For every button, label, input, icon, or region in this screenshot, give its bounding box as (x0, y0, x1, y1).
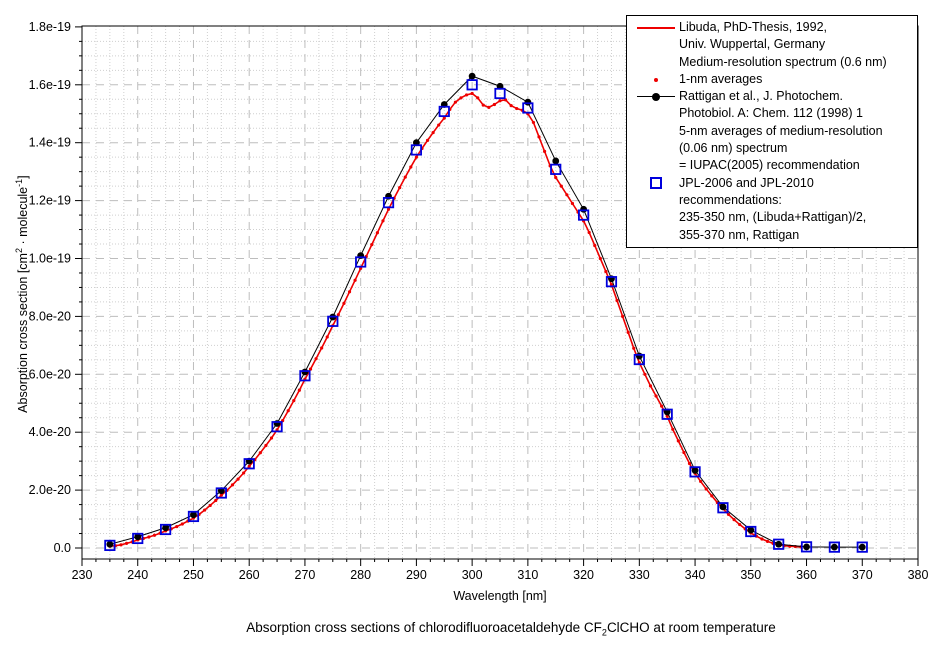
legend-entry-libuda: Libuda, PhD-Thesis, 1992, Univ. Wupperta… (633, 19, 917, 71)
y-tick-label: 2.0e-20 (29, 483, 71, 497)
legend-line: Medium-resolution spectrum (0.6 nm) (679, 54, 887, 69)
x-tick-label: 370 (852, 568, 873, 582)
y-tick-label: 1.0e-19 (29, 252, 71, 266)
y-tick-label: 8.0e-20 (29, 309, 71, 323)
x-tick-label: 230 (72, 568, 93, 582)
legend-line: 355-370 nm, Rattigan (679, 227, 800, 242)
y-tick-label: 1.4e-19 (29, 136, 71, 150)
legend-line: 235-350 nm, (Libuda+Rattigan)/2, (679, 210, 867, 225)
x-tick-label: 260 (239, 568, 260, 582)
jpl-series (104, 79, 868, 553)
y-tick-label: 4.0e-20 (29, 425, 71, 439)
legend-line: 5-nm averages of medium-resolution (679, 123, 883, 138)
legend-line: = IUPAC(2005) recommendation (679, 158, 860, 173)
y-tick-label: 1.2e-19 (29, 194, 71, 208)
legend-line: Libuda, PhD-Thesis, 1992, (679, 20, 828, 34)
blue-open-square-icon (633, 175, 679, 192)
x-tick-label: 350 (740, 568, 761, 582)
y-tick-label: 0.0 (54, 541, 71, 555)
legend-line: JPL-2006 and JPL-2010 (679, 175, 814, 190)
x-tick-label: 300 (462, 568, 483, 582)
legend-entry-1nm-averages: 1-nm averages (633, 71, 917, 88)
legend-entry-rattigan: Rattigan et al., J. Photochem. Photobiol… (633, 88, 917, 174)
y-tick-label: 1.6e-19 (29, 78, 71, 92)
black-line-dot-icon (633, 88, 679, 105)
y-axis-title: Absorption cross section [cm2 · molecule… (13, 175, 31, 413)
x-tick-label: 340 (685, 568, 706, 582)
x-tick-label: 320 (573, 568, 594, 582)
legend-line: Photobiol. A: Chem. 112 (1998) 1 (679, 106, 863, 121)
legend-line: (0.06 nm) spectrum (679, 141, 788, 156)
x-axis-title: Wavelength [nm] (453, 589, 547, 603)
x-tick-label: 250 (183, 568, 204, 582)
x-tick-label: 360 (796, 568, 817, 582)
x-tick-label: 290 (406, 568, 427, 582)
x-tick-label: 380 (908, 568, 929, 582)
red-line-icon (633, 19, 679, 36)
x-tick-label: 280 (350, 568, 371, 582)
y-tick-label: 1.8e-19 (29, 20, 71, 34)
x-tick-label: 240 (127, 568, 148, 582)
legend-line: recommendations: (679, 192, 782, 207)
red-dot-icon (633, 71, 679, 88)
chart-caption: Absorption cross sections of chlorodiflu… (246, 620, 776, 638)
x-tick-label: 330 (629, 568, 650, 582)
axis-ticks: 230 240 250 260 270 280 290 300 310 320 330 340 350 3… (29, 20, 929, 582)
x-tick-label: 270 (295, 568, 316, 582)
legend-entry-jpl: JPL-2006 and JPL-2010 recommendations: 2… (633, 175, 917, 244)
legend-line: Univ. Wuppertal, Germany (679, 37, 826, 52)
legend-line: 1-nm averages (679, 71, 763, 86)
legend-box: Libuda, PhD-Thesis, 1992, Univ. Wupperta… (626, 15, 918, 248)
y-tick-label: 6.0e-20 (29, 367, 71, 381)
x-tick-label: 310 (517, 568, 538, 582)
legend-line: Rattigan et al., J. Photochem. (679, 89, 843, 104)
